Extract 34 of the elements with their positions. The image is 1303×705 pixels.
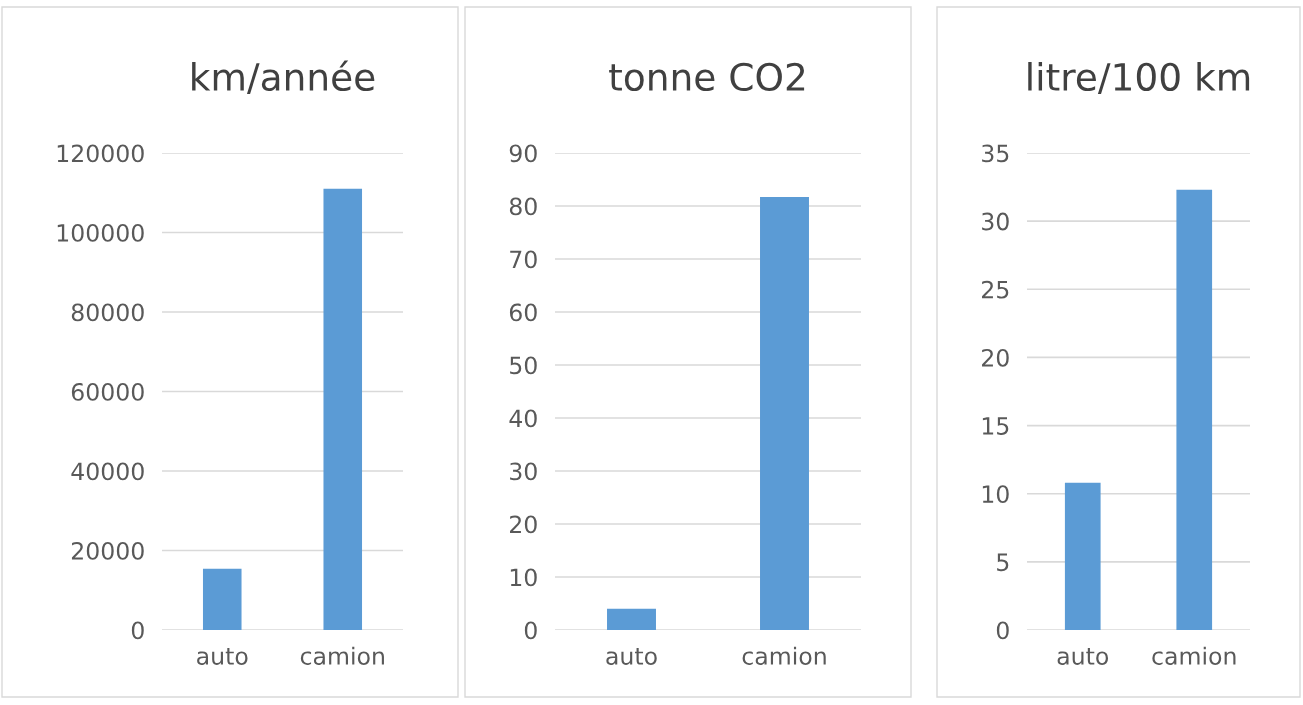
x-tick-label: camion	[1152, 646, 1236, 665]
y-tick-label: 30	[510, 462, 537, 481]
chart-title: km/année	[192, 60, 375, 94]
y-tick-label: 60	[509, 303, 537, 322]
y-tick-label: 50	[510, 356, 537, 375]
y-tick-label: 20000	[71, 541, 144, 560]
y-tick-label: 5	[997, 553, 1009, 572]
y-tick-label: 35	[982, 144, 1009, 163]
y-tick-label: 20	[510, 515, 537, 534]
y-tick-label: 80	[509, 197, 537, 216]
x-tick-label: camion	[300, 646, 384, 665]
x-tick-label: camion	[742, 646, 826, 665]
y-tick-label: 10	[510, 568, 537, 587]
x-tick-label: auto	[1057, 648, 1109, 665]
y-tick-label: 10	[982, 485, 1009, 504]
y-tick-label: 90	[509, 144, 537, 163]
y-tick-label: 20	[982, 348, 1009, 367]
y-tick-label: 40	[509, 409, 537, 428]
y-tick-label: 0	[996, 621, 1009, 640]
chart-title: tonne CO2	[609, 62, 805, 92]
y-tick-label: 100000	[57, 223, 144, 242]
y-tick-label: 30	[982, 212, 1009, 231]
y-tick-label: 0	[131, 621, 144, 640]
x-tick-label: auto	[197, 648, 248, 665]
y-tick-label: 70	[510, 250, 537, 269]
y-tick-label: 15	[982, 417, 1009, 435]
y-tick-label: 25	[982, 280, 1009, 299]
y-tick-label: 80000	[71, 303, 144, 322]
y-tick-label: 60000	[71, 382, 144, 401]
chart-title: litre/100 km	[1028, 62, 1250, 94]
y-tick-label: 40000	[71, 462, 144, 481]
x-tick-label: auto	[606, 648, 657, 665]
y-tick-label: 0	[524, 621, 537, 640]
y-tick-label: 120000	[57, 144, 144, 163]
